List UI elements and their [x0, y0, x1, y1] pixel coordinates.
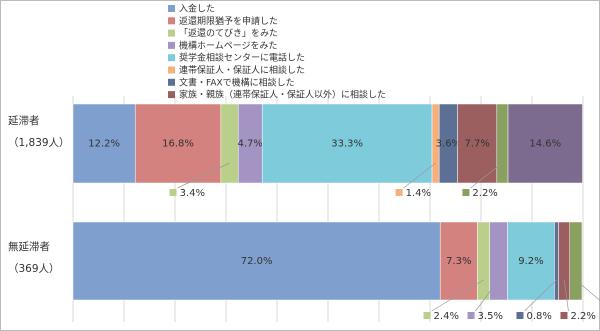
data-label: 12.2% — [88, 139, 120, 150]
callout-swatch — [462, 189, 470, 196]
bar-segment — [134, 103, 222, 184]
legend-swatch — [168, 5, 175, 12]
bar-segment — [477, 221, 490, 301]
callout-swatch — [516, 312, 524, 319]
legend-label: 入金した — [179, 3, 215, 15]
bar-segment — [261, 103, 433, 184]
data-label: 33.3% — [331, 139, 363, 150]
bar-segment — [507, 221, 555, 301]
leader-line — [475, 279, 499, 312]
legend-swatch — [168, 54, 175, 62]
legend-label: 「返還のてびき」をみた — [179, 27, 278, 39]
bar-segment — [72, 221, 441, 301]
data-label: 2.2% — [570, 311, 595, 322]
category-label: 延滞者（1,839人） — [8, 115, 70, 149]
category-label: 無延滞者（369人） — [8, 241, 60, 275]
leader-line — [431, 279, 484, 312]
legend-swatch — [168, 17, 175, 25]
bar-segment — [507, 103, 583, 184]
leader-line — [563, 279, 569, 312]
data-label: 7.7% — [464, 139, 489, 150]
leader-line — [524, 279, 557, 312]
callout-swatch — [169, 189, 177, 196]
data-label: 7.3% — [446, 256, 471, 267]
data-label: 16.8% — [162, 139, 194, 150]
bar-segment — [558, 221, 570, 301]
leader-line — [403, 162, 436, 189]
data-label: 0.8% — [526, 311, 551, 322]
bar-segment — [72, 103, 136, 184]
legend-swatch — [168, 41, 175, 49]
leader-line — [177, 162, 230, 189]
legend-label: 機構ホームページをみた — [179, 39, 278, 51]
data-label: 1.4% — [406, 188, 431, 199]
legend-swatch — [168, 66, 175, 74]
data-label: 2.4% — [434, 311, 459, 322]
data-label: 3.6% — [436, 139, 461, 150]
data-label: 9.2% — [518, 256, 543, 267]
data-label: 3.5% — [478, 311, 503, 322]
data-label: 3.4% — [180, 188, 205, 199]
legend-swatch — [168, 78, 175, 86]
legend-label: 家族・親族（連帯保証人・保証人以外）に相談した — [179, 89, 386, 101]
legend-label: 連帯保証人・保証人に相談した — [179, 64, 305, 76]
callout-swatch — [467, 312, 475, 319]
data-label: 2.2% — [472, 188, 497, 199]
data-label: 14.6% — [529, 139, 561, 150]
callout-swatch — [560, 312, 568, 319]
leader-line — [470, 162, 503, 189]
callout-swatch — [395, 189, 403, 196]
legend-label: 返還期限猶予を申請した — [179, 15, 278, 27]
legend-label: 文書・FAXで機構に相談した — [179, 76, 295, 88]
bar-segment — [569, 221, 583, 301]
callout-swatch — [423, 312, 431, 319]
bar-segment — [220, 103, 239, 184]
legend-swatch — [168, 29, 175, 37]
legend-swatch — [168, 91, 175, 99]
data-label: 4.7% — [238, 139, 263, 150]
leader-line — [575, 279, 600, 301]
legend-label: 奨学金相談センターに電話した — [179, 52, 305, 64]
bar-segment — [554, 221, 559, 301]
bar-segment — [496, 103, 509, 184]
data-label: 72.0% — [241, 256, 273, 267]
